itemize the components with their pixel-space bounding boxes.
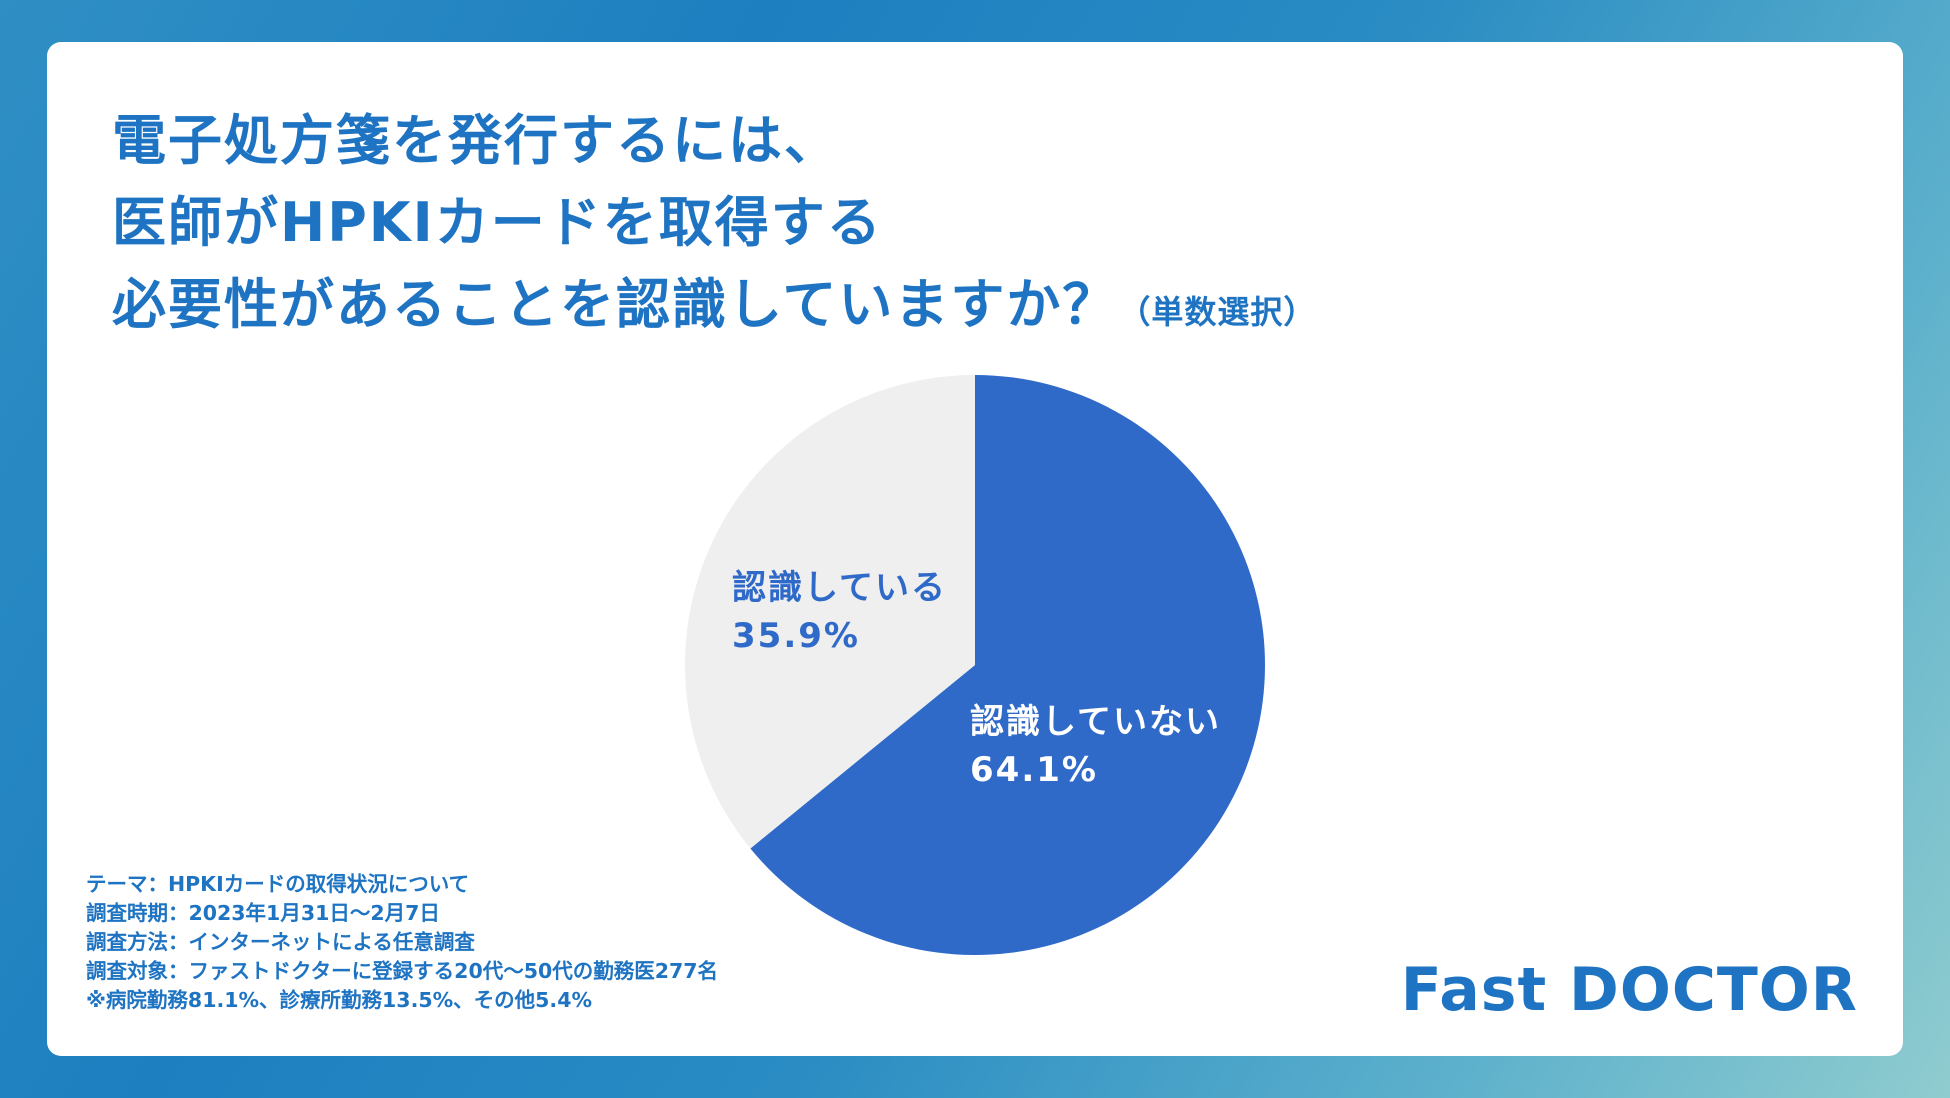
title-line-3: 必要性があることを認識していますか？（単数選択） <box>112 264 1316 353</box>
title-line-1: 電子処方箋を発行するには、 <box>112 109 840 172</box>
survey-notes: テーマ：HPKIカードの取得状況について 調査時期：2023年1月31日〜2月7… <box>86 870 718 1015</box>
slice-label-not-aware: 認識していない 64.1% <box>970 698 1221 794</box>
slice-label-aware-category: 認識している <box>732 568 947 608</box>
question-title: 電子処方箋を発行するには、 医師がHPKIカードを取得する 必要性があることを認… <box>112 100 1316 353</box>
survey-target: 調査対象：ファストドクターに登録する20代〜50代の勤務医277名 <box>86 959 719 983</box>
survey-theme: テーマ：HPKIカードの取得状況について <box>86 872 470 896</box>
slice-label-not-aware-category: 認識していない <box>970 702 1221 742</box>
survey-period: 調査時期：2023年1月31日〜2月7日 <box>86 901 440 925</box>
slice-label-aware-value: 35.9% <box>732 616 860 656</box>
slice-label-not-aware-value: 64.1% <box>970 750 1098 790</box>
brand-logo: Fast DOCTOR <box>1400 955 1858 1025</box>
slice-label-aware: 認識している 35.9% <box>732 564 947 660</box>
title-line-2: 医師がHPKIカードを取得する <box>112 191 883 254</box>
title-line-3-text: 必要性があることを認識していますか？ <box>112 273 1119 336</box>
survey-method: 調査方法：インターネットによる任意調査 <box>86 930 475 954</box>
pie-slice-not-aware <box>750 375 1265 955</box>
pie-slice-aware <box>684 375 975 849</box>
title-selection-note: （単数選択） <box>1118 293 1317 331</box>
survey-breakdown: ※病院勤務81.1%、診療所勤務13.5%、その他5.4% <box>86 988 593 1012</box>
